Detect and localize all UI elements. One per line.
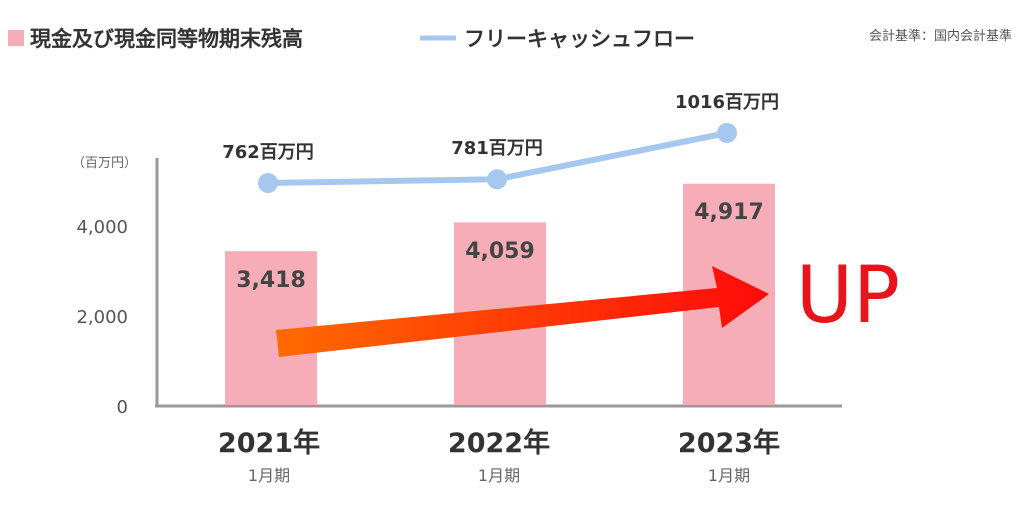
growth-arrow bbox=[276, 266, 769, 357]
x-category-label: 2022年 bbox=[448, 427, 550, 459]
fcf-value-label: 1016百万円 bbox=[675, 92, 779, 113]
fcf-value-label: 762百万円 bbox=[222, 142, 314, 163]
y-tick-label: 2,000 bbox=[76, 307, 128, 328]
y-tick-label: 0 bbox=[117, 397, 128, 418]
bar-value-label: 3,418 bbox=[236, 268, 306, 293]
fcf-value-label: 781百万円 bbox=[451, 138, 543, 159]
fcf-point-2021 bbox=[258, 173, 278, 193]
x-category-label: 2021年 bbox=[218, 427, 320, 459]
legend-swatch-cash bbox=[8, 30, 24, 46]
legend-label-cash: 現金及び現金同等物期末残高 bbox=[30, 27, 303, 51]
bar-value-label: 4,917 bbox=[694, 200, 764, 225]
y-tick-label: 4,000 bbox=[76, 217, 128, 238]
x-category-label: 2023年 bbox=[678, 427, 780, 459]
x-category-sublabel: 1月期 bbox=[708, 466, 750, 485]
up-annotation: UP bbox=[796, 251, 900, 341]
legend-label-fcf: フリーキャッシュフロー bbox=[464, 27, 695, 51]
bar-value-label: 4,059 bbox=[465, 239, 535, 264]
y-axis-unit: （百万円） bbox=[72, 156, 137, 171]
x-category-sublabel: 1月期 bbox=[248, 466, 290, 485]
fcf-point-2023 bbox=[717, 123, 737, 143]
fcf-point-2022 bbox=[487, 169, 507, 190]
accounting-note: 会計基準：国内会計基準 bbox=[869, 28, 1012, 44]
x-category-sublabel: 1月期 bbox=[478, 466, 520, 485]
